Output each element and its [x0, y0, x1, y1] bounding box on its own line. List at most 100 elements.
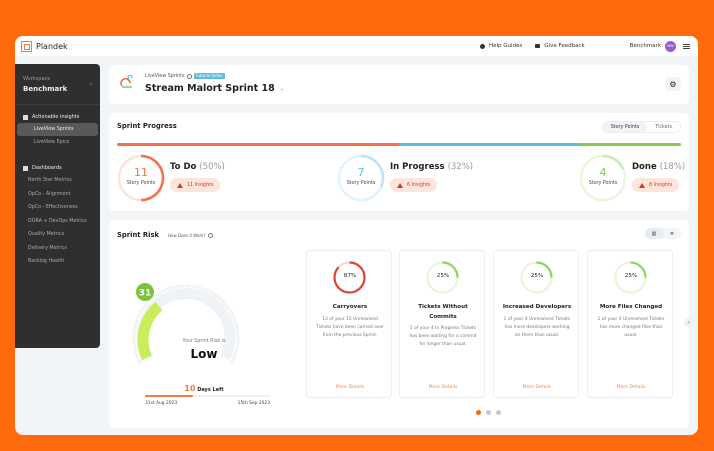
sidebar-item-delivery-metrics[interactable]: Delivery Metrics: [28, 245, 67, 251]
view-toggle: ▥ ≡: [645, 228, 681, 239]
app-window: Plandek Help Guides Give Feedback Benchm…: [15, 36, 698, 435]
risk-gauge: 31: [132, 283, 240, 365]
toggle-tickets: Tickets: [655, 125, 672, 130]
workspace-selector[interactable]: Workspace Benchmark ›: [15, 64, 100, 105]
sidebar-item-liveview-sprints[interactable]: LiveView Sprints: [17, 123, 98, 136]
page-dot-2[interactable]: [486, 410, 491, 415]
progress-segment-todo: [117, 143, 399, 146]
increased-developers-pct: 25%: [530, 273, 544, 279]
list-view-icon[interactable]: ≡: [669, 230, 675, 237]
in-progress-insights-badge[interactable]: 6 Insights: [390, 178, 438, 192]
chevron-right-icon: ›: [688, 320, 690, 326]
tickets-without-commits-pct: 25%: [436, 273, 450, 279]
sprint-icon: [120, 75, 133, 88]
sprint-selector[interactable]: Stream Malort Sprint 18 ⌄: [145, 83, 284, 94]
sprint-risk-card: Sprint Risk How Does it Work? ▥ ≡ 31 You…: [109, 220, 694, 428]
how-does-it-work-link[interactable]: How Does it Work?: [168, 233, 215, 238]
page-dot-1[interactable]: [476, 410, 481, 415]
hamburger-menu-icon[interactable]: [683, 43, 690, 49]
sidebar-item-opco-alignment[interactable]: OpCo - Alignment: [28, 191, 71, 197]
give-feedback-link[interactable]: Give Feedback: [535, 43, 585, 49]
how-label: How Does it Work?: [168, 233, 206, 238]
plandek-logo-icon: [21, 40, 32, 52]
todo-insights-badge[interactable]: 11 Insights: [170, 178, 221, 192]
increased-developers-desc: 1 of your 4 Unresolved Tickets has more …: [503, 317, 571, 338]
tickets-without-commits-desc: 1 of your 4 In Progress Tickets has been…: [409, 326, 477, 347]
stat-todo: 11 Story Points To Do (50%) 11 Insights: [117, 154, 297, 204]
more-files-changed-more-details-link[interactable]: More Details: [616, 385, 646, 390]
progress-segment-done: [579, 143, 681, 146]
toggle-story-points[interactable]: Story Points: [602, 122, 648, 132]
more-files-changed-title: More Files Changed: [599, 304, 663, 310]
todo-value: 11: [134, 166, 148, 179]
gear-icon: ⚙: [669, 79, 677, 89]
breadcrumb: LiveView Sprints Tutorial Video: [145, 73, 225, 79]
increased-developers-ring: [520, 261, 553, 294]
sidebar-item-backlog-health[interactable]: Backlog Health: [28, 259, 65, 264]
increased-developers-more-details-link[interactable]: More Details: [522, 385, 552, 390]
todo-title: To Do (50%): [170, 162, 225, 172]
feedback-icon: [535, 44, 541, 48]
logo[interactable]: Plandek: [21, 40, 68, 52]
risk-card-increased-developers: 25% Increased Developers 1 of your 4 Unr…: [493, 250, 579, 398]
carryovers-ring: [333, 261, 366, 294]
days-progress-bar: [145, 395, 270, 397]
units-toggle: Story Points Tickets: [601, 121, 681, 133]
breadcrumb-liveview-sprints[interactable]: LiveView Sprints: [145, 73, 185, 79]
sidebar-item-dora-devops[interactable]: DORA + DevOps Metrics: [28, 218, 87, 224]
sidebar-item-opco-effectiveness[interactable]: OpCo - Effectiveness: [28, 205, 78, 210]
done-ring: [579, 154, 627, 202]
give-feedback-label: Give Feedback: [544, 43, 585, 49]
sprint-progress-card: Sprint Progress Story Points Tickets 11 …: [109, 113, 689, 211]
user-avatar[interactable]: MW: [665, 40, 676, 52]
tickets-without-commits-ring: [426, 261, 459, 294]
done-title: Done (18%): [632, 162, 686, 172]
tutorial-video-badge[interactable]: Tutorial Video: [193, 73, 225, 79]
risk-score: 31: [139, 289, 152, 299]
risk-caption: Your Sprint Risk is: [182, 339, 226, 344]
carousel-next-button[interactable]: ›: [684, 318, 694, 328]
info-icon: [207, 233, 213, 238]
section-title: Dashboards: [32, 165, 62, 171]
workspace-name: Benchmark: [23, 85, 68, 93]
app-name: Plandek: [36, 41, 68, 51]
settings-button[interactable]: ⚙: [665, 77, 681, 91]
sidebar-item-quality-metrics[interactable]: Quality Metrics: [28, 232, 65, 237]
workspace-caption: Workspace: [23, 76, 51, 82]
section-dashboards: Dashboards: [15, 165, 100, 171]
section-title: Actionable insights: [32, 114, 80, 120]
sprint-progress-title: Sprint Progress: [117, 122, 177, 130]
grid-view-icon[interactable]: ▥: [645, 228, 663, 239]
in-progress-unit: Story Points: [346, 181, 376, 186]
stat-in-progress: 7 Story Points In Progress (32%) 6 Insig…: [337, 154, 517, 204]
warning-icon: [639, 182, 645, 188]
chevron-right-icon: ›: [89, 81, 92, 88]
top-bar: Plandek Help Guides Give Feedback Benchm…: [15, 36, 698, 56]
carryovers-pct: 87%: [343, 273, 357, 279]
dashboard-icon: [23, 165, 28, 171]
carryovers-title: Carryovers: [332, 304, 368, 310]
todo-ring: [117, 154, 165, 202]
progress-segment-inprogress: [399, 143, 580, 146]
more-files-changed-pct: 25%: [624, 273, 638, 279]
sprint-risk-title: Sprint Risk: [117, 231, 160, 239]
help-guides-label: Help Guides: [488, 43, 523, 49]
in-progress-ring: [337, 154, 385, 202]
more-files-changed-ring: [614, 261, 647, 294]
sidebar: Workspace Benchmark › Actionable insight…: [15, 64, 100, 348]
sprint-header: LiveView Sprints Tutorial Video Stream M…: [109, 65, 689, 104]
workspace-label: Benchmark: [629, 43, 661, 49]
tickets-without-commits-more-details-link[interactable]: More Details: [428, 385, 458, 390]
help-icon: [479, 43, 485, 49]
carryovers-desc: 13 of your 15 Unresolved Tickets have be…: [316, 317, 384, 338]
done-insights-badge[interactable]: 8 Insights: [632, 178, 680, 192]
tickets-without-commits-title: Tickets Without Commits: [418, 304, 468, 320]
help-guides-link[interactable]: Help Guides: [479, 43, 523, 49]
todo-unit: Story Points: [126, 181, 156, 186]
sidebar-item-north-star-metrics[interactable]: North Star Metrics: [28, 178, 72, 183]
sidebar-item-liveview-epics[interactable]: LiveView Epics: [34, 140, 70, 145]
warning-icon: [177, 182, 183, 188]
carryovers-more-details-link[interactable]: More Details: [335, 385, 365, 390]
info-icon[interactable]: [186, 73, 192, 79]
page-dot-3[interactable]: [496, 410, 501, 415]
